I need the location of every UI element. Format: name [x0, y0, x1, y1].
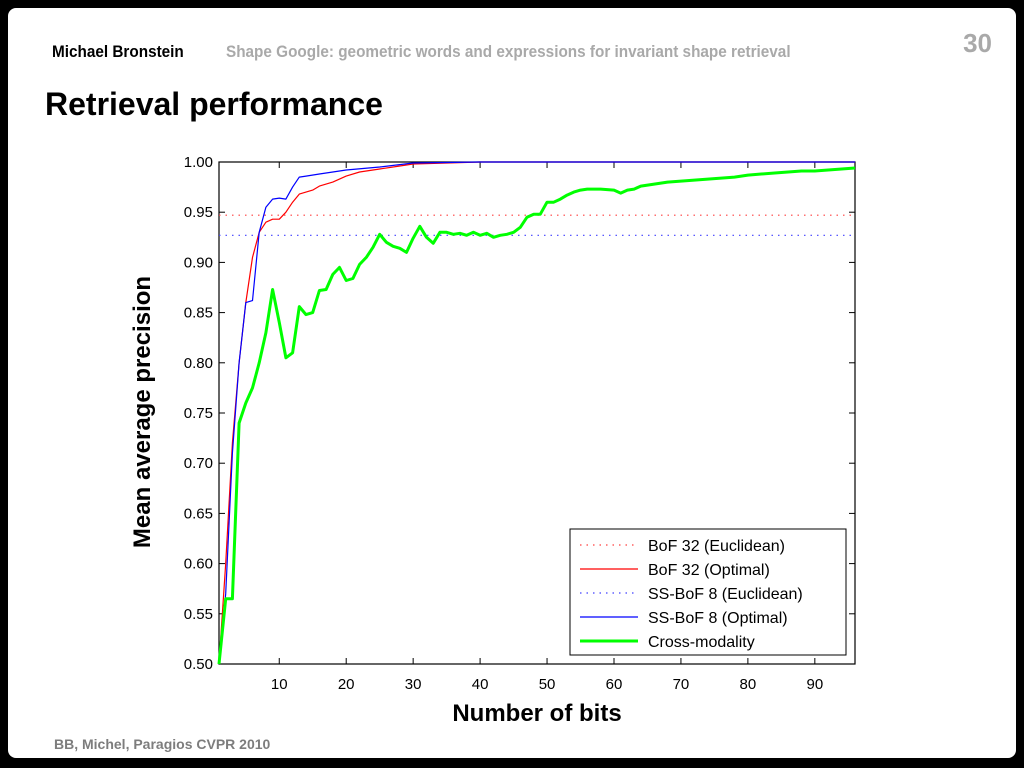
y-tick-label: 0.80 — [184, 355, 213, 372]
x-tick-label: 90 — [806, 676, 823, 693]
y-tick-label: 0.50 — [184, 656, 213, 673]
y-tick-label: 1.00 — [184, 154, 213, 171]
y-tick-label: 0.55 — [184, 606, 213, 623]
citation: BB, Michel, Paragios CVPR 2010 — [54, 736, 271, 752]
y-tick-label: 0.75 — [184, 405, 213, 422]
x-tick-label: 40 — [472, 676, 489, 693]
x-tick-label: 60 — [606, 676, 623, 693]
x-tick-label: 10 — [271, 676, 288, 693]
legend-label: BoF 32 (Optimal) — [648, 562, 770, 579]
y-tick-label: 0.95 — [184, 204, 213, 221]
axis-ticks: 10 20 30 40 50 60 70 80 90 0.50 0.55 0.60 0.65 0.70 0.… — [184, 154, 855, 693]
series-line-cross-modality — [217, 166, 856, 665]
x-tick-label: 30 — [405, 676, 422, 693]
author-name: Michael Bronstein — [52, 42, 184, 61]
legend-label: BoF 32 (Euclidean) — [648, 538, 785, 555]
y-tick-label: 0.85 — [184, 305, 213, 322]
y-tick-label: 0.60 — [184, 556, 213, 573]
y-tick-label: 0.90 — [184, 254, 213, 271]
legend: BoF 32 (Euclidean) BoF 32 (Optimal) SS-BoF… — [569, 528, 847, 656]
slide-title: Retrieval performance — [45, 86, 383, 122]
legend-label: SS-BoF 8 (Optimal) — [648, 610, 788, 627]
x-tick-label: 20 — [338, 676, 355, 693]
legend-box — [569, 528, 847, 656]
series-layer — [217, 161, 856, 665]
x-tick-label: 70 — [673, 676, 690, 693]
x-axis-title: Number of bits — [452, 700, 621, 727]
slide-number: 30 — [963, 28, 992, 58]
y-axis-title: Mean average precision — [129, 276, 156, 548]
x-tick-label: 50 — [539, 676, 556, 693]
legend-label: SS-BoF 8 (Euclidean) — [648, 586, 803, 603]
y-tick-label: 0.70 — [184, 455, 213, 472]
series-line-ss-bof-8-optimal — [218, 161, 855, 665]
x-tick-label: 80 — [740, 676, 757, 693]
legend-label: Cross-modality — [648, 634, 755, 651]
talk-title: Shape Google: geometric words and expres… — [226, 42, 791, 61]
y-tick-label: 0.65 — [184, 505, 213, 522]
